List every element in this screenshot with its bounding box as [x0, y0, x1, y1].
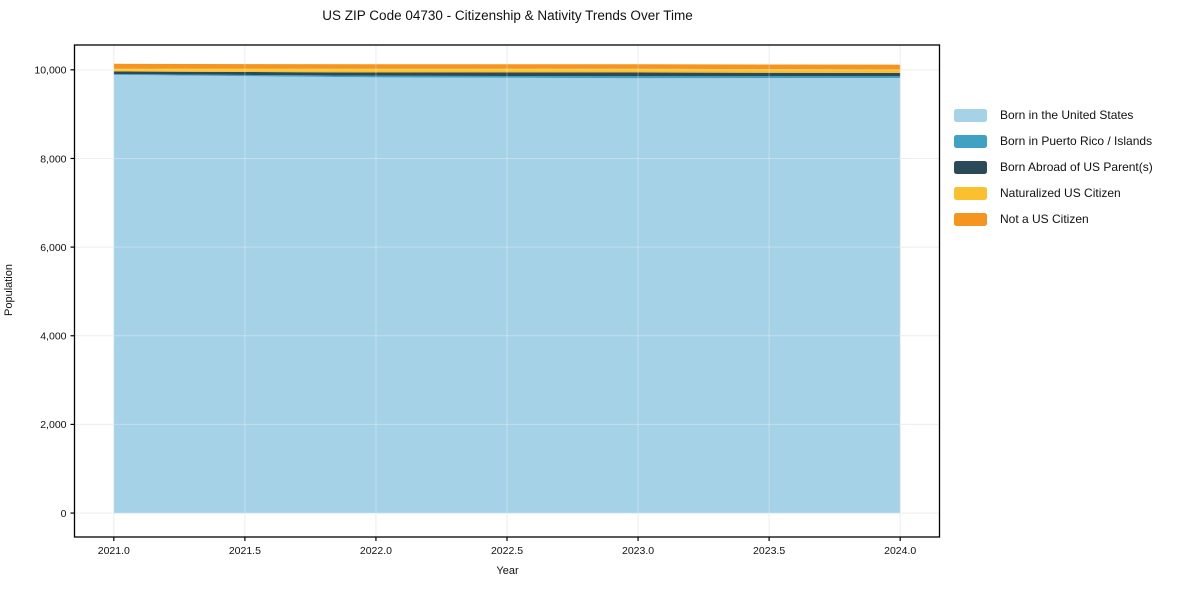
area-2 — [113, 71, 901, 77]
legend-label: Born Abroad of US Parent(s) — [1000, 160, 1153, 174]
y-axis-label: Population — [3, 264, 15, 316]
legend-item: Born Abroad of US Parent(s) — [954, 154, 1153, 180]
legend-item: Not a US Citizen — [954, 206, 1153, 232]
y-tick-label: 4,000 — [40, 331, 66, 343]
y-tick-label: 10,000 — [34, 65, 66, 77]
legend-item: Born in the United States — [954, 102, 1153, 128]
x-tick-label: 2022.0 — [360, 545, 392, 557]
x-axis-label: Year — [496, 565, 519, 577]
y-tick-label: 6,000 — [40, 242, 66, 254]
legend-label: Born in the United States — [1000, 108, 1134, 122]
x-tick-label: 2021.0 — [98, 545, 130, 557]
legend-label: Naturalized US Citizen — [1000, 186, 1121, 200]
x-tick-label: 2022.5 — [491, 545, 523, 557]
x-tick-label: 2021.5 — [229, 545, 261, 557]
area-1 — [113, 74, 901, 79]
legend-swatch-icon — [954, 212, 987, 226]
legend-swatch-icon — [954, 108, 987, 122]
legend: Born in the United States Born in Puerto … — [954, 102, 1153, 232]
y-tick-label: 2,000 — [40, 419, 66, 431]
legend-label: Born in Puerto Rico / Islands — [1000, 134, 1153, 148]
chart-title: US ZIP Code 04730 - Citizenship & Nativi… — [322, 8, 693, 23]
legend-item: Born in Puerto Rico / Islands — [954, 128, 1153, 154]
area-0 — [113, 74, 901, 514]
y-tick-label: 0 — [61, 508, 67, 520]
legend-swatch-icon — [954, 134, 987, 148]
y-tick-label: 8,000 — [40, 153, 66, 165]
legend-swatch-icon — [954, 160, 987, 174]
legend-label: Not a US Citizen — [1000, 212, 1089, 226]
area-4 — [113, 63, 901, 70]
legend-item: Naturalized US Citizen — [954, 180, 1153, 206]
x-tick-label: 2023.0 — [622, 545, 654, 557]
legend-swatch-icon — [954, 186, 987, 200]
area-3 — [113, 68, 901, 73]
x-tick-label: 2024.0 — [884, 545, 916, 557]
x-tick-label: 2023.5 — [753, 545, 785, 557]
